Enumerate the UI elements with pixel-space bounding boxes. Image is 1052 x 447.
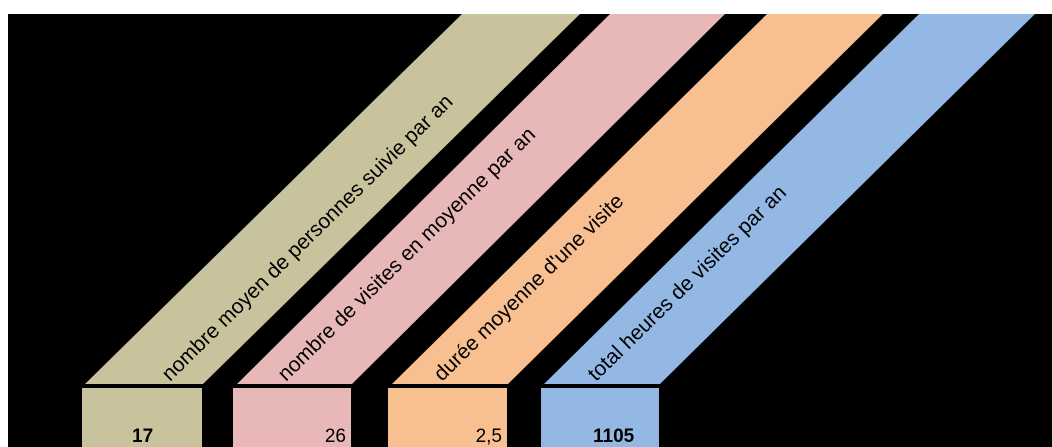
value-cell-1	[82, 388, 202, 447]
value-1: 17	[132, 426, 153, 447]
value-2: 26	[325, 426, 346, 447]
header-band-2	[237, 14, 725, 384]
header-band-3	[392, 14, 883, 384]
value-3: 2,5	[476, 426, 502, 447]
value-cell-2	[233, 388, 351, 447]
value-4: 1105	[593, 426, 635, 447]
value-cell-4	[541, 388, 659, 447]
value-cell-3	[388, 388, 507, 447]
header-band-1	[85, 14, 580, 384]
header-band-4	[544, 14, 1035, 384]
